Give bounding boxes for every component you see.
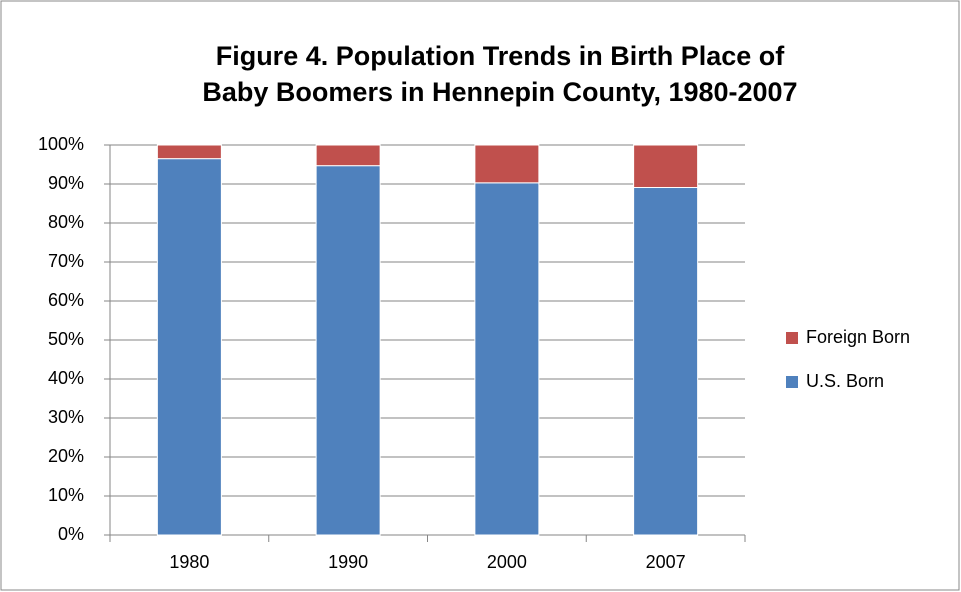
x-tick-label: 1980 [169, 552, 209, 572]
bar-segment [633, 187, 699, 536]
legend-label: Foreign Born [806, 327, 910, 347]
bar-segment [315, 144, 381, 167]
bar-segment [315, 165, 381, 536]
bar-segment [156, 144, 222, 160]
bar-segment [474, 144, 540, 184]
x-tick-label: 2007 [646, 552, 686, 572]
y-tick-label: 50% [48, 329, 84, 349]
bar-segment [633, 144, 699, 189]
x-tick-label: 2000 [487, 552, 527, 572]
x-tick-label: 1990 [328, 552, 368, 572]
y-tick-label: 20% [48, 446, 84, 466]
y-tick-label: 90% [48, 173, 84, 193]
y-tick-label: 30% [48, 407, 84, 427]
legend-swatch [786, 332, 798, 344]
bar-segment [156, 158, 222, 536]
y-tick-label: 10% [48, 485, 84, 505]
y-tick-label: 60% [48, 290, 84, 310]
y-tick-label: 70% [48, 251, 84, 271]
legend-label: U.S. Born [806, 371, 884, 391]
bar-segment [474, 182, 540, 536]
chart-title: Figure 4. Population Trends in Birth Pla… [202, 41, 798, 107]
y-tick-label: 80% [48, 212, 84, 232]
y-tick-label: 100% [38, 134, 84, 154]
y-tick-label: 40% [48, 368, 84, 388]
y-tick-label: 0% [58, 524, 84, 544]
legend-swatch [786, 376, 798, 388]
